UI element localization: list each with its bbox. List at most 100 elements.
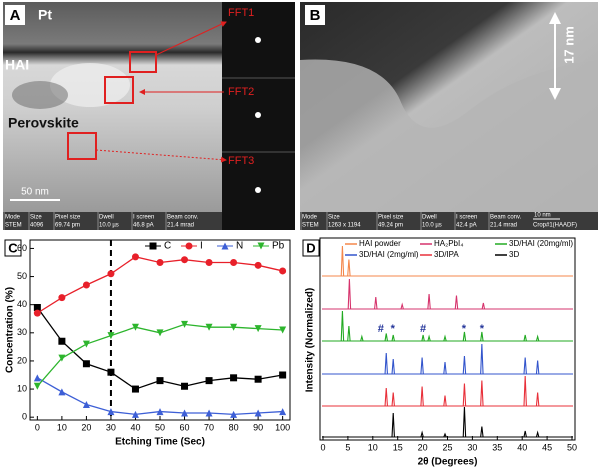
peak bbox=[443, 432, 447, 438]
panel-b: 17 nm B 10 nm Crop#1(HAADF) bbox=[300, 2, 598, 230]
marker bbox=[181, 382, 189, 390]
marker bbox=[279, 408, 287, 416]
y-tick-label: 30 bbox=[17, 327, 27, 337]
marker bbox=[156, 329, 164, 337]
marker bbox=[205, 377, 213, 385]
meta-value: 49.24 pm bbox=[378, 223, 403, 229]
marker bbox=[33, 309, 41, 317]
x-tick-label: 100 bbox=[275, 422, 290, 432]
x-tick-label: 40 bbox=[517, 442, 527, 452]
meta-value: STEM bbox=[5, 223, 22, 229]
panel-label: B bbox=[310, 7, 321, 24]
meta-value: 10.0 µs bbox=[99, 223, 119, 229]
arrow bbox=[95, 149, 227, 163]
roi-box bbox=[67, 132, 97, 160]
peak bbox=[421, 334, 425, 342]
y-tick-label: 0 bbox=[22, 412, 27, 422]
marker bbox=[131, 410, 139, 418]
marker bbox=[82, 401, 90, 409]
peak bbox=[400, 302, 404, 310]
y-tick-label: 10 bbox=[17, 383, 27, 393]
peak-annotation: # bbox=[420, 323, 426, 335]
meta-key: I screen bbox=[133, 215, 154, 221]
peak bbox=[462, 383, 467, 407]
meta-value: 42.4 pA bbox=[456, 223, 477, 229]
panel-a: A Pt HAI Perovskite FFT1 FFT2 FFT3 50 nm bbox=[3, 2, 295, 230]
x-tick-label: 90 bbox=[253, 422, 263, 432]
marker bbox=[107, 270, 115, 278]
legend-label: HA₂PbI₄ bbox=[434, 239, 464, 248]
x-tick-label: 60 bbox=[180, 422, 190, 432]
meta-key: Dwell bbox=[422, 215, 437, 221]
x-tick-label: 20 bbox=[418, 442, 428, 452]
meta-key: Pixel size bbox=[55, 215, 81, 221]
meta-key: Pixel size bbox=[378, 215, 404, 221]
panel-label-box bbox=[302, 239, 320, 257]
marker bbox=[58, 388, 66, 396]
marker bbox=[107, 408, 115, 416]
marker bbox=[131, 253, 139, 261]
peak bbox=[523, 334, 527, 342]
meta-bar bbox=[300, 212, 598, 230]
marker bbox=[58, 354, 66, 362]
fft-label: FFT3 bbox=[228, 155, 254, 167]
fft-spot bbox=[255, 37, 261, 43]
meta-value: 4096 bbox=[30, 223, 44, 229]
x-tick-label: 70 bbox=[204, 422, 214, 432]
meta-value: 21.4 mrad bbox=[490, 223, 517, 229]
marker bbox=[230, 374, 238, 382]
legend-label: Pb bbox=[272, 241, 285, 252]
scale-label: 10 nm bbox=[534, 213, 551, 219]
marker bbox=[107, 368, 115, 376]
layer-label: HAI bbox=[5, 57, 29, 73]
peak bbox=[454, 295, 459, 310]
x-tick-label: 5 bbox=[345, 442, 350, 452]
panel-label-box bbox=[5, 5, 25, 25]
peak bbox=[523, 375, 527, 407]
legend-marker bbox=[149, 242, 157, 250]
marker bbox=[156, 408, 164, 416]
meta-key: Beam conv. bbox=[167, 215, 199, 221]
marker bbox=[58, 294, 66, 302]
x-tick-label: 25 bbox=[442, 442, 452, 452]
peak bbox=[480, 331, 484, 342]
legend-label: C bbox=[164, 241, 171, 252]
marker bbox=[205, 259, 213, 266]
marker bbox=[156, 377, 164, 385]
legend-marker bbox=[221, 242, 229, 250]
legend-label: 3D/HAI (20mg/ml) bbox=[509, 239, 573, 248]
peak bbox=[384, 333, 388, 342]
meta-key: I screen bbox=[456, 215, 477, 221]
meta-key: Beam conv. bbox=[490, 215, 522, 221]
panel-label: A bbox=[10, 7, 21, 24]
marker bbox=[131, 385, 139, 393]
peak bbox=[480, 343, 484, 375]
marker bbox=[254, 261, 262, 269]
x-tick-label: 0 bbox=[35, 422, 40, 432]
peak bbox=[462, 331, 467, 342]
x-tick-label: 50 bbox=[155, 422, 165, 432]
layer-label: Perovskite bbox=[8, 115, 79, 131]
x-tick-label: 15 bbox=[393, 442, 403, 452]
marker bbox=[279, 326, 287, 334]
x-tick-label: 20 bbox=[81, 422, 91, 432]
marker bbox=[230, 259, 238, 266]
panel-label-box bbox=[4, 239, 22, 257]
marker bbox=[181, 256, 189, 264]
x-tick-label: 30 bbox=[467, 442, 477, 452]
peak bbox=[340, 245, 345, 277]
legend-label: HAI powder bbox=[359, 239, 401, 248]
marker bbox=[279, 267, 287, 275]
meta-key: Size bbox=[328, 215, 340, 221]
marker bbox=[254, 325, 262, 333]
marker bbox=[205, 409, 213, 417]
marker bbox=[82, 360, 90, 368]
marker bbox=[254, 375, 262, 383]
legend-label: I bbox=[200, 241, 203, 252]
peak bbox=[384, 352, 388, 375]
x-tick-label: 10 bbox=[368, 442, 378, 452]
peak bbox=[391, 412, 395, 438]
meta-key: Mode bbox=[5, 215, 21, 221]
x-axis-label: Etching Time (Sec) bbox=[115, 437, 205, 448]
peak bbox=[347, 325, 351, 342]
